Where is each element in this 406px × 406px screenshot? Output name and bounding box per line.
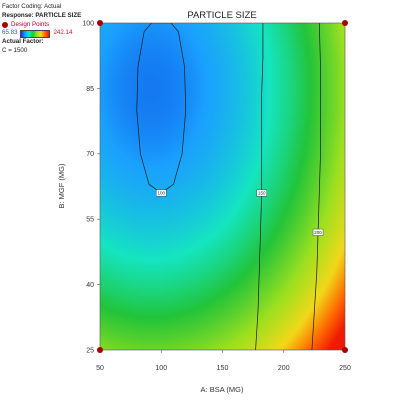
color-scale-min: 65.83: [2, 29, 18, 37]
design-points-label: Design Points: [11, 20, 50, 28]
contour-label-200: 200: [314, 230, 322, 235]
contour-line-150: [255, 23, 264, 350]
color-scale: 65.83 242.14: [2, 29, 81, 38]
y-tick-label: 25: [86, 347, 94, 354]
design-point: [97, 20, 103, 26]
x-tick-label: 250: [339, 365, 351, 372]
contour-label-box-200: [312, 228, 324, 236]
y-axis-title: B: MGF (MG): [57, 163, 66, 208]
contour-surface: [100, 23, 345, 350]
x-axis-title: A: BSA (MG): [201, 385, 244, 394]
contour-label-box-100: [156, 189, 167, 197]
actual-factor-heading: Actual Factor:: [2, 38, 44, 46]
contour-line-200: [311, 23, 321, 350]
chart-title: PARTICLE SIZE: [187, 10, 256, 21]
y-tick-label: 85: [86, 86, 94, 93]
design-point-icon: [2, 21, 8, 28]
x-tick-label: 100: [155, 365, 167, 372]
axis-ticks: 50 100 150 200 250 25 40 55 70 85 100: [82, 20, 351, 372]
contour-label-box-150: [256, 189, 267, 197]
design-point: [342, 20, 348, 26]
y-tick-label: 70: [86, 151, 94, 158]
design-point: [97, 347, 103, 353]
y-tick-label: 100: [82, 20, 94, 27]
factor-coding-text: Factor Coding: Actual: [2, 3, 62, 10]
response-text: Response: PARTICLE SIZE: [2, 11, 82, 19]
contour-label-100: 100: [157, 191, 165, 196]
design-points-legend: Design Points: [2, 21, 81, 30]
design-point: [342, 347, 348, 353]
legend-panel: Factor Coding: Actual Response: PARTICLE…: [2, 3, 81, 56]
color-scale-bar: [20, 29, 51, 38]
contour-lines: 100 150 200: [136, 23, 324, 350]
y-tick-label: 40: [86, 282, 94, 289]
y-tick-label: 55: [86, 217, 94, 224]
x-tick-label: 150: [217, 365, 229, 372]
x-tick-label: 200: [278, 365, 290, 372]
contour-label-150: 150: [258, 191, 266, 196]
actual-factor-value: C = 1500: [2, 46, 28, 54]
contour-line-100: [136, 23, 187, 194]
color-scale-max: 242.14: [53, 29, 73, 37]
x-tick-label: 50: [96, 365, 104, 372]
design-points: [97, 20, 348, 353]
